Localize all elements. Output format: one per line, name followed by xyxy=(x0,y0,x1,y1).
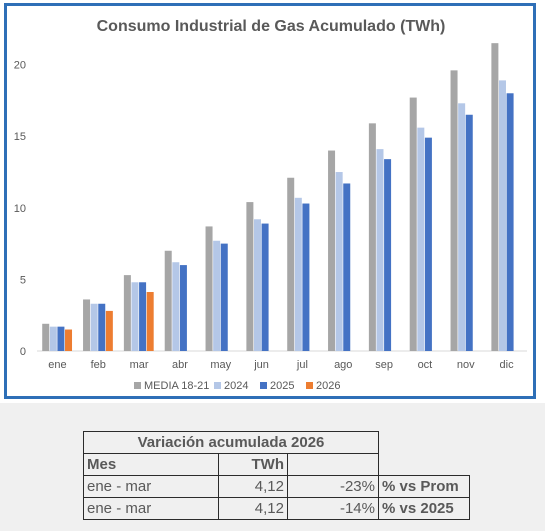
x-tick-label: jun xyxy=(253,359,269,371)
legend-swatch xyxy=(134,382,141,389)
col-header-twh: TWh xyxy=(218,453,288,476)
table-title: Variación acumulada 2026 xyxy=(83,431,379,454)
bar-2024-abr xyxy=(172,262,180,351)
bar-2024-ene xyxy=(49,326,57,351)
x-tick-label: dic xyxy=(500,359,515,371)
chart: Consumo Industrial de Gas Acumulado (TWh… xyxy=(14,18,527,392)
variation-table-area: Variación acumulada 2026 Mes TWh ene - m… xyxy=(0,403,545,531)
bar-2024-dic xyxy=(498,80,506,352)
row-pct: -14% xyxy=(287,497,379,520)
bar-2025-abr xyxy=(179,265,187,351)
bar-2026-mar xyxy=(146,292,154,351)
x-tick-label: mar xyxy=(130,359,149,371)
bar-2025-dic xyxy=(506,93,514,351)
table-row: ene - mar 4,12 -14% % vs 2025 xyxy=(83,497,470,520)
bar-2024-feb xyxy=(90,303,98,351)
y-tick-label: 20 xyxy=(14,60,26,72)
legend-swatch xyxy=(306,382,313,389)
x-axis: ene feb mar abr may jun jul ago sep oct nov dic xyxy=(37,350,527,371)
bar-2026-ene xyxy=(65,329,73,351)
bar-2024-sep xyxy=(376,149,384,351)
y-tick-label: 0 xyxy=(20,346,26,358)
bar-media-18-21-feb xyxy=(83,299,91,351)
bar-2025-feb xyxy=(98,303,106,351)
x-tick-label: may xyxy=(210,359,231,371)
bar-2025-may xyxy=(220,243,228,351)
x-tick-label: ene xyxy=(48,359,66,371)
x-tick-label: abr xyxy=(172,359,188,371)
x-tick-label: oct xyxy=(418,359,433,371)
y-tick-label: 15 xyxy=(14,131,26,143)
bar-media-18-21-nov xyxy=(450,70,458,351)
legend-label: 2025 xyxy=(270,380,294,392)
col-header-mes: Mes xyxy=(83,453,219,476)
legend-label: 2026 xyxy=(316,380,340,392)
bar-media-18-21-jun xyxy=(246,202,254,351)
y-tick-label: 10 xyxy=(14,203,26,215)
bar-media-18-21-sep xyxy=(368,123,376,351)
y-axis: 0 5 10 15 20 xyxy=(14,60,26,358)
bar-2024-mar xyxy=(131,282,139,351)
x-tick-label: jul xyxy=(296,359,308,371)
row-twh: 4,12 xyxy=(218,475,288,498)
row-mes: ene - mar xyxy=(83,475,219,498)
bar-2025-nov xyxy=(465,114,473,351)
row-label: % vs 2025 xyxy=(378,497,470,520)
legend-swatch xyxy=(214,382,221,389)
bar-2025-jul xyxy=(302,203,310,351)
legend: MEDIA 18-21 2024 2025 2026 xyxy=(134,380,340,392)
row-mes: ene - mar xyxy=(83,497,219,520)
bars xyxy=(42,43,514,352)
table-row: ene - mar 4,12 -23% % vs Prom xyxy=(83,475,470,498)
legend-label: 2024 xyxy=(224,380,248,392)
bar-media-18-21-oct xyxy=(409,97,417,352)
bar-2025-mar xyxy=(139,282,147,351)
bar-2024-nov xyxy=(458,103,466,351)
bar-2024-jul xyxy=(294,197,302,351)
variation-table: Variación acumulada 2026 Mes TWh ene - m… xyxy=(83,431,470,520)
legend-swatch xyxy=(260,382,267,389)
bar-media-18-21-dic xyxy=(491,43,499,352)
bar-2025-jun xyxy=(261,223,269,351)
bar-2025-ago xyxy=(343,183,351,351)
x-tick-label: nov xyxy=(457,359,475,371)
bar-media-18-21-ago xyxy=(328,150,336,351)
bar-2026-feb xyxy=(105,310,113,351)
row-label: % vs Prom xyxy=(378,475,470,498)
bar-2024-ago xyxy=(335,172,343,351)
y-tick-label: 5 xyxy=(20,274,26,286)
bar-2025-oct xyxy=(424,137,432,351)
bar-2025-ene xyxy=(57,326,65,351)
row-pct: -23% xyxy=(287,475,379,498)
bar-media-18-21-may xyxy=(205,226,213,351)
bar-2024-oct xyxy=(417,127,425,352)
chart-title: Consumo Industrial de Gas Acumulado (TWh… xyxy=(97,18,446,35)
bar-media-18-21-mar xyxy=(123,275,131,351)
legend-label: MEDIA 18-21 xyxy=(144,380,209,392)
x-tick-label: ago xyxy=(334,359,352,371)
x-tick-label: feb xyxy=(91,359,106,371)
bar-media-18-21-jul xyxy=(287,177,295,351)
bar-2024-jun xyxy=(253,219,261,351)
bar-2025-sep xyxy=(384,159,392,351)
bar-media-18-21-abr xyxy=(164,250,172,351)
bar-media-18-21-ene xyxy=(42,323,50,351)
x-tick-label: sep xyxy=(375,359,393,371)
chart-frame: Consumo Industrial de Gas Acumulado (TWh… xyxy=(4,3,536,399)
row-twh: 4,12 xyxy=(218,497,288,520)
bar-2024-may xyxy=(213,240,221,351)
